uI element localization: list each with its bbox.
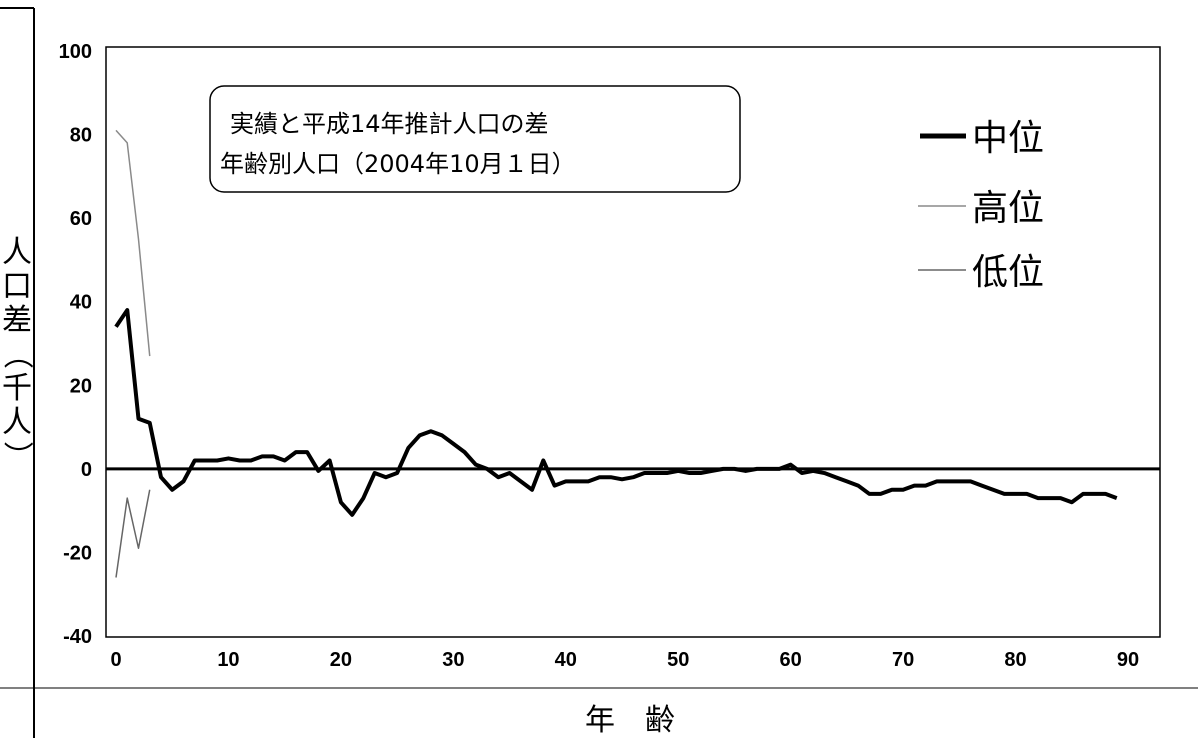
y-axis-label-char: 人 (2, 405, 32, 440)
x-tick-label: 90 (1117, 649, 1139, 671)
y-axis-label-char: （ (0, 339, 34, 369)
y-tick-label: -20 (63, 542, 92, 564)
y-axis-label-char: 差 (2, 303, 32, 338)
y-tick-label: 20 (70, 375, 92, 397)
y-tick-label: -40 (63, 626, 92, 648)
y-axis-label-char: 口 (2, 269, 32, 304)
tick-labels: 0 10 20 30 40 50 60 70 80 90 -40 -20 0 20 40 60 80 100 (59, 41, 1140, 671)
legend-label-chui: 中位 (972, 118, 1044, 159)
legend: 中位 高位 低位 (918, 118, 1044, 293)
y-axis-label: 人口差（千人） (0, 235, 34, 471)
legend-label-koui: 高位 (972, 188, 1044, 229)
x-tick-label: 0 (110, 649, 121, 671)
title-box (209, 85, 741, 193)
x-axis-label: 年 齢 (585, 703, 675, 738)
x-tick-label: 40 (555, 649, 577, 671)
series-line-1 (115, 129, 151, 357)
y-tick-label: 0 (81, 459, 92, 481)
y-tick-label: 80 (70, 125, 92, 147)
y-tick-label: 100 (59, 41, 92, 63)
x-tick-label: 50 (667, 649, 689, 671)
y-tick-label: 60 (70, 208, 92, 230)
y-axis-label-char: ） (0, 441, 34, 471)
plot-frame (105, 46, 1161, 638)
series-line-2 (115, 489, 151, 578)
y-axis-label-char: 千 (2, 371, 32, 406)
x-tick-label: 30 (442, 649, 464, 671)
chart-title-line-1: 実績と平成14年推計人口の差 (230, 110, 549, 138)
x-tick-label: 70 (892, 649, 914, 671)
legend-label-teii: 低位 (972, 252, 1044, 293)
x-tick-label: 80 (1004, 649, 1026, 671)
series-line-0 (114, 308, 1118, 517)
y-tick-label: 40 (70, 292, 92, 314)
series-lines (114, 129, 1118, 578)
y-axis-label-char: 人 (2, 235, 32, 270)
x-tick-label: 60 (780, 649, 802, 671)
x-tick-label: 20 (330, 649, 352, 671)
chart-title-line-2: 年齢別人口（2004年10月１日） (220, 150, 576, 178)
x-tick-label: 10 (217, 649, 239, 671)
